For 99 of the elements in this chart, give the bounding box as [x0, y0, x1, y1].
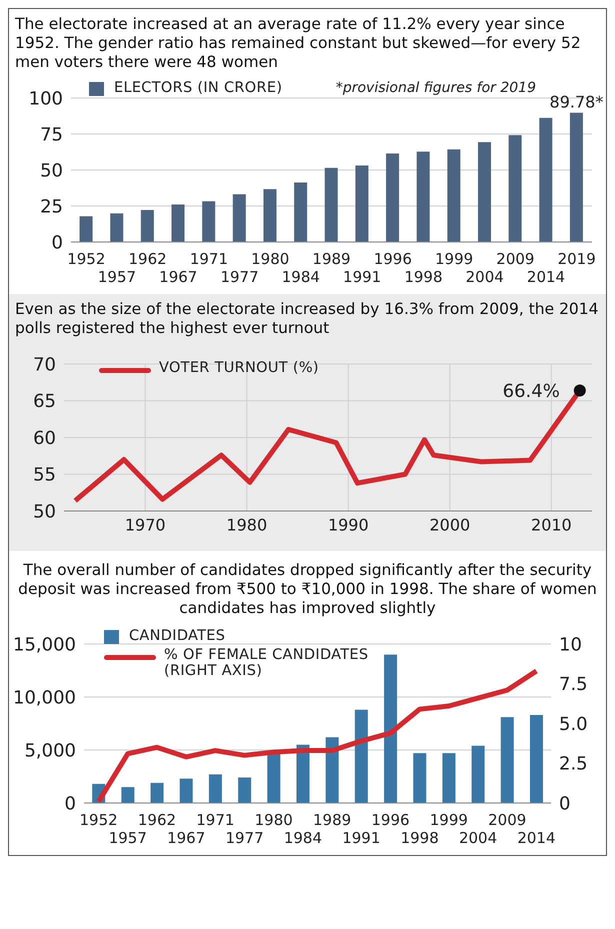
x-tick-label: 2009	[488, 811, 526, 829]
y-tick-label: 65	[33, 391, 56, 412]
bar	[238, 778, 252, 803]
bar	[413, 753, 426, 803]
annotation: 66.4%	[502, 380, 560, 402]
text: *provisional figures for 2019	[336, 80, 536, 96]
x-tick-label: 2004	[458, 829, 498, 847]
bar	[530, 715, 543, 803]
bar	[386, 153, 400, 242]
x-tick-label: 1952	[67, 250, 106, 268]
x-tick-label: 2019	[558, 250, 596, 268]
bar	[267, 752, 280, 803]
x-tick-label: 2014	[526, 268, 566, 286]
chart-title: The overall number of candidates dropped significantly after the security deposit was increased from ₹500 to ₹10,000 in 1998. The share of women candidates has improved slightly	[17, 561, 598, 619]
x-tick-label: 1962	[138, 811, 176, 829]
x-tick-label: 1998	[400, 829, 439, 847]
x-tick-label: 1962	[128, 250, 167, 268]
x-tick-label: 2010	[531, 515, 572, 534]
x-tick-label: 1996	[374, 250, 412, 268]
x-tick-label: 1998	[404, 268, 443, 286]
x-tick-label: 1980	[226, 515, 268, 534]
bar	[172, 204, 185, 242]
x-tick-label: 1980	[251, 250, 290, 268]
x-tick-label: 2009	[496, 250, 534, 268]
bar	[121, 787, 134, 803]
x-tick-label: 1952	[80, 811, 118, 829]
x-tick-label: 1999	[430, 811, 468, 829]
bar	[202, 201, 216, 242]
bar	[539, 118, 552, 242]
x-tick-label: 1999	[434, 250, 474, 268]
bar	[355, 166, 368, 242]
y2-tick-label: 7.5	[559, 674, 588, 696]
bar	[294, 182, 308, 242]
bar	[263, 189, 276, 242]
data-label: 89.78*	[550, 92, 604, 112]
chart-title: Even as the size of the electorate increased by 16.3% from 2009, the 2014 polls registered the highest ever turnout	[14, 300, 600, 339]
bar	[447, 149, 460, 242]
bar	[570, 112, 583, 242]
y-tick-label: 25	[40, 196, 63, 218]
y-tick-label: 5,000	[24, 740, 76, 762]
y2-tick-label: 2.5	[559, 754, 588, 775]
bar	[478, 142, 491, 242]
bar	[180, 778, 193, 803]
x-tick-label: 1957	[98, 268, 136, 286]
bar	[442, 753, 456, 803]
legend-label: CANDIDATES	[129, 628, 226, 644]
x-tick-label: 1971	[190, 250, 228, 268]
legend-label: VOTER TURNOUT (%)	[159, 360, 319, 376]
y-tick-label: 0	[52, 232, 63, 254]
x-tick-label: 1991	[343, 268, 382, 286]
x-tick-label: 1984	[282, 268, 320, 286]
y-tick-label: 75	[40, 124, 63, 146]
bar	[384, 654, 398, 803]
y-tick-label: 100	[28, 88, 63, 110]
bar	[508, 135, 522, 242]
x-tick-label: 1991	[342, 829, 380, 847]
x-tick-label: 1967	[159, 268, 198, 286]
x-tick-label: 1970	[124, 515, 166, 534]
y2-tick-label: 10	[559, 634, 582, 656]
bar	[500, 717, 514, 803]
bar	[326, 737, 339, 803]
bar	[140, 210, 154, 242]
chart-title: The electorate increased at an average rate of 11.2% every year since 1952. The gender ratio has remained constant but skewed—for every 52 men voters there were 48 women	[14, 15, 582, 73]
bar	[354, 710, 368, 803]
bar	[472, 746, 485, 803]
y-tick-label: 55	[33, 464, 56, 486]
y-tick-label: 0	[64, 793, 76, 814]
bar	[80, 216, 93, 242]
y-tick-label: 70	[33, 354, 56, 376]
bar	[150, 782, 164, 803]
x-tick-label: 1967	[167, 829, 206, 847]
bar	[232, 194, 246, 242]
x-tick-label: 1984	[284, 829, 322, 847]
x-tick-label: 1957	[108, 829, 147, 847]
bar	[324, 168, 338, 242]
x-tick-label: 1989	[312, 250, 351, 268]
x-tick-label: 1971	[196, 811, 234, 829]
x-tick-label: 2004	[466, 268, 504, 286]
bar	[416, 152, 430, 242]
x-tick-label: 1977	[220, 268, 259, 286]
y-tick-label: 50	[40, 160, 63, 182]
y-tick-label: 50	[33, 501, 56, 522]
x-tick-label: 1990	[328, 515, 369, 534]
x-tick-label: 1989	[313, 811, 352, 829]
x-tick-label: 1977	[225, 829, 264, 847]
y-tick-label: 10,000	[13, 687, 76, 708]
x-tick-label: 1996	[371, 811, 410, 829]
legend-label: % OF FEMALE CANDIDATES (RIGHT AXIS)	[164, 647, 370, 679]
x-tick-label: 2000	[429, 515, 470, 534]
y-tick-label: 60	[33, 428, 56, 449]
legend-label: ELECTORS (IN CRORE)	[114, 80, 282, 96]
bar	[208, 774, 222, 803]
bar	[110, 213, 124, 242]
bar	[296, 744, 310, 803]
x-tick-label: 2014	[517, 829, 556, 847]
y2-tick-label: 0	[559, 793, 570, 814]
y-tick-label: 15,000	[13, 634, 76, 656]
x-tick-label: 1980	[254, 811, 293, 829]
y2-tick-label: 5.0	[559, 714, 588, 735]
